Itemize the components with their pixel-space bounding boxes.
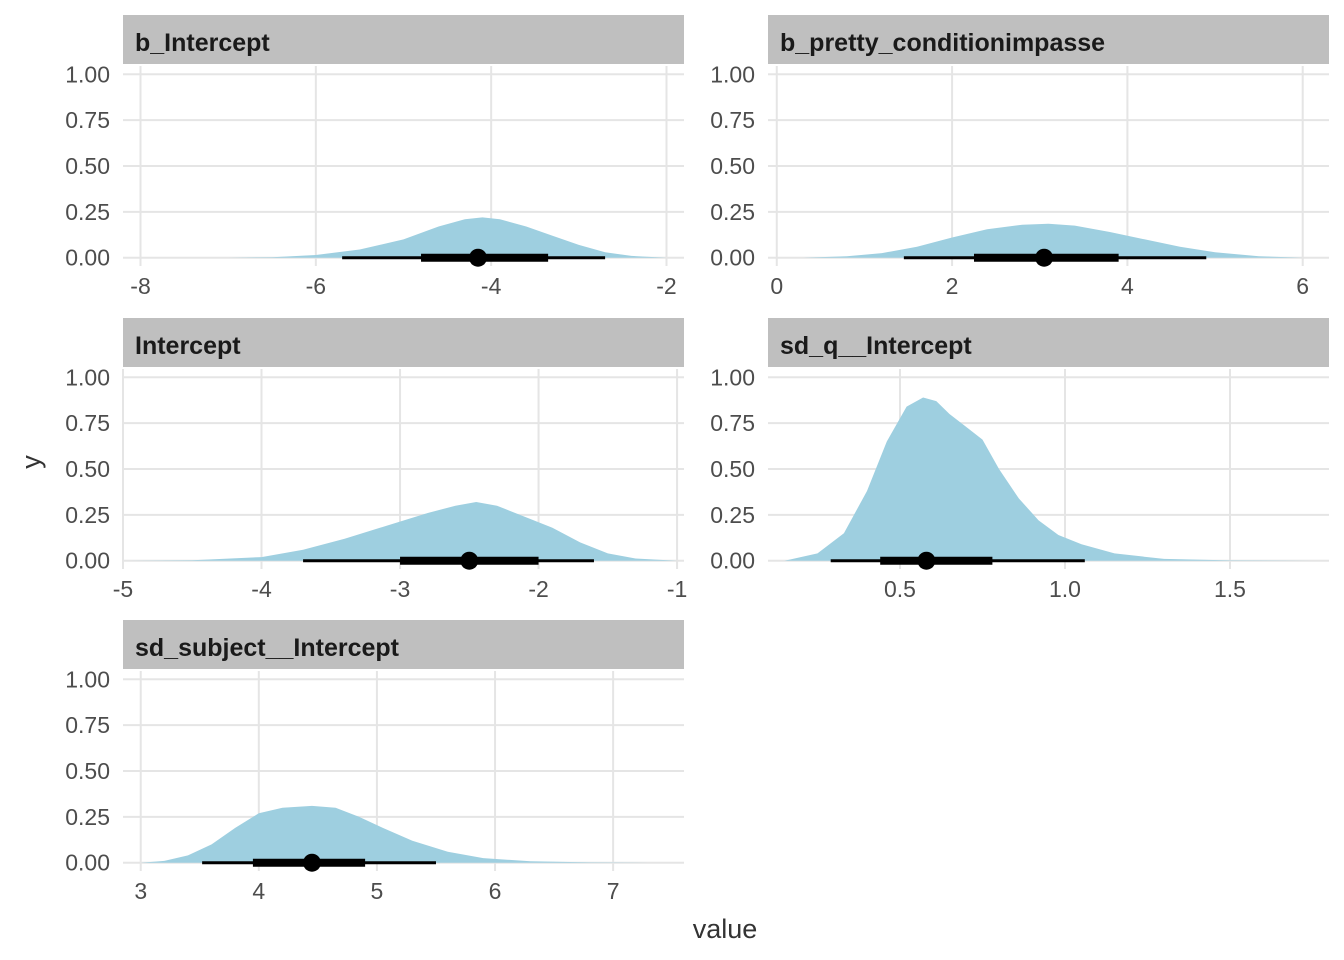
x-tick-label: -6 <box>306 273 326 299</box>
x-tick-label: -3 <box>390 576 410 602</box>
y-tick-label: 0.00 <box>65 548 110 574</box>
y-tick-label: 0.00 <box>65 850 110 876</box>
point-estimate <box>1035 248 1054 267</box>
x-tick-label: 5 <box>371 878 384 904</box>
y-tick-label: 1.00 <box>65 364 110 390</box>
y-tick-label: 0.75 <box>65 107 110 133</box>
y-tick-label: 0.50 <box>710 456 755 482</box>
y-tick-label: 0.25 <box>65 804 110 830</box>
facet-strip <box>123 15 684 64</box>
y-tick-label: 0.25 <box>65 502 110 528</box>
point-estimate <box>302 853 321 872</box>
x-tick-label: -1 <box>667 576 687 602</box>
point-estimate <box>469 248 488 267</box>
density-area <box>228 217 667 258</box>
y-tick-label: 0.75 <box>710 107 755 133</box>
density-area <box>803 223 1303 258</box>
facet-panel: sd_subject__Intercept 0.00 0.25 0.50 0.75 1.0… <box>65 620 684 904</box>
x-tick-label: 1.0 <box>1049 576 1081 602</box>
y-tick-label: 1.00 <box>710 61 755 87</box>
facet-title: b_pretty_conditionimpasse <box>780 29 1105 57</box>
y-tick-label: 0.75 <box>65 712 110 738</box>
x-tick-label: -2 <box>656 273 676 299</box>
y-tick-label: 1.00 <box>65 61 110 87</box>
facet-panel: Intercept 0.00 0.25 0.50 0.75 1.00 -5 -4 -3 -2 -1 <box>65 318 687 602</box>
facet-title: sd_subject__Intercept <box>135 634 400 662</box>
density-area <box>140 805 649 863</box>
y-tick-label: 0.00 <box>710 245 755 271</box>
y-tick-label: 0.50 <box>710 153 755 179</box>
x-tick-label: 0.5 <box>884 576 916 602</box>
y-axis-title: y <box>16 455 46 469</box>
x-tick-label: -2 <box>528 576 548 602</box>
x-axis-title: value <box>693 914 758 944</box>
y-tick-label: 0.00 <box>710 548 755 574</box>
x-tick-label: 6 <box>1296 273 1309 299</box>
facet-title: b_Intercept <box>135 29 270 57</box>
x-tick-label: 0 <box>770 273 783 299</box>
density-area <box>784 397 1313 561</box>
density-area <box>129 502 678 561</box>
point-estimate <box>460 551 479 570</box>
facet-panel: b_pretty_conditionimpasse 0.00 0.25 0.50 0.7… <box>710 15 1329 299</box>
facet-panel: sd_q__Intercept 0.00 0.25 0.50 0.75 1.00 0.5 1.… <box>710 318 1329 602</box>
y-tick-label: 0.50 <box>65 456 110 482</box>
x-tick-label: -5 <box>113 576 133 602</box>
facet-title: sd_q__Intercept <box>780 332 972 360</box>
y-tick-label: 0.50 <box>65 758 110 784</box>
facet-strip <box>768 318 1329 367</box>
facet-strip <box>123 318 684 367</box>
x-tick-label: 6 <box>489 878 502 904</box>
y-tick-label: 0.25 <box>710 199 755 225</box>
x-tick-label: 4 <box>252 878 265 904</box>
y-tick-label: 0.00 <box>65 245 110 271</box>
x-tick-label: -8 <box>130 273 150 299</box>
facet-strip <box>768 15 1329 64</box>
y-tick-label: 0.50 <box>65 153 110 179</box>
x-tick-label: 2 <box>946 273 959 299</box>
y-tick-label: 0.75 <box>710 410 755 436</box>
x-tick-label: -4 <box>481 273 502 299</box>
y-tick-label: 0.25 <box>65 199 110 225</box>
facet-strip <box>123 620 684 669</box>
y-tick-label: 0.25 <box>710 502 755 528</box>
facet-panel: b_Intercept 0.00 0.25 0.50 0.75 1.00 -8 -6 -4 -2 <box>65 15 684 299</box>
x-tick-label: 7 <box>607 878 620 904</box>
x-tick-label: 3 <box>134 878 147 904</box>
y-tick-label: 1.00 <box>710 364 755 390</box>
point-estimate <box>917 551 936 570</box>
x-tick-label: -4 <box>251 576 272 602</box>
x-tick-label: 4 <box>1121 273 1134 299</box>
y-tick-label: 0.75 <box>65 410 110 436</box>
x-tick-label: 1.5 <box>1214 576 1246 602</box>
facet-title: Intercept <box>135 332 241 360</box>
y-tick-label: 1.00 <box>65 666 110 692</box>
